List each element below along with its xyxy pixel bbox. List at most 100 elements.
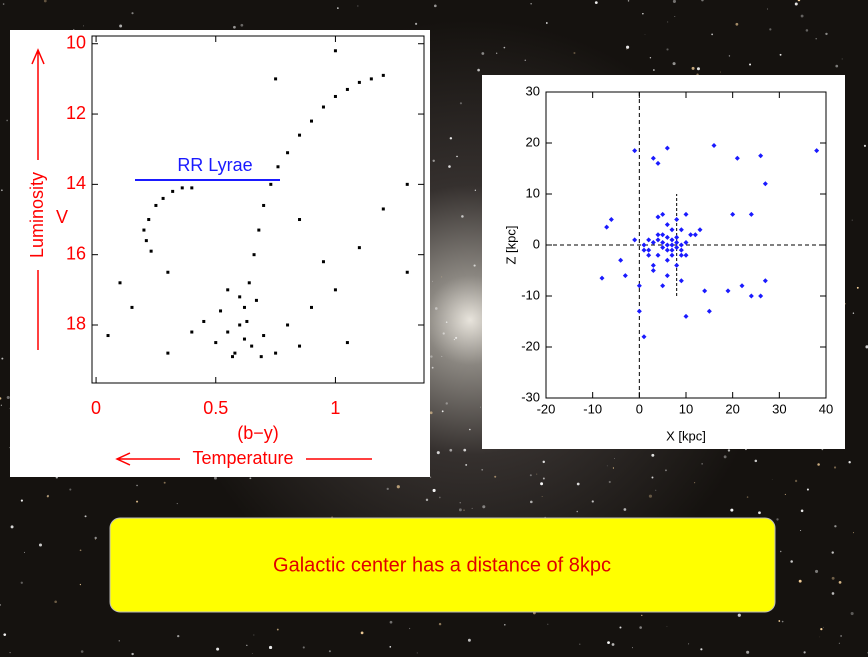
star xyxy=(434,4,437,8)
star xyxy=(494,475,497,478)
point xyxy=(274,77,278,81)
point xyxy=(683,239,689,245)
callout-box xyxy=(109,517,776,613)
point xyxy=(762,278,768,284)
star xyxy=(833,466,837,469)
star xyxy=(233,25,236,29)
point xyxy=(641,334,647,340)
star xyxy=(9,447,10,449)
star xyxy=(758,511,761,515)
star xyxy=(10,525,14,529)
cmd-chart: 0 0.5 1 10 12 14 16 18 (b−y) Temperature Luminosit… xyxy=(27,32,425,468)
star xyxy=(651,476,654,479)
star xyxy=(80,650,84,653)
point xyxy=(655,214,661,220)
lum-arrow xyxy=(31,48,45,350)
point xyxy=(599,275,605,281)
star xyxy=(850,611,854,616)
point xyxy=(641,247,647,253)
y-tick-label: 12 xyxy=(66,103,86,123)
point xyxy=(646,237,652,243)
point xyxy=(149,249,153,253)
point xyxy=(669,247,675,253)
point xyxy=(762,181,768,187)
point xyxy=(674,234,680,240)
star xyxy=(449,137,453,140)
star xyxy=(337,7,339,9)
star xyxy=(1,189,3,192)
star xyxy=(626,48,628,50)
star xyxy=(696,67,700,71)
point xyxy=(730,211,736,217)
star xyxy=(461,215,464,218)
point xyxy=(345,87,349,91)
point xyxy=(608,217,614,222)
point xyxy=(190,330,194,334)
point xyxy=(706,308,712,314)
star xyxy=(838,642,840,644)
star xyxy=(754,459,758,463)
star xyxy=(838,581,842,584)
star xyxy=(547,623,549,625)
star xyxy=(779,53,782,56)
point xyxy=(345,341,349,345)
star xyxy=(856,286,859,289)
star xyxy=(449,448,453,452)
star xyxy=(784,493,786,495)
point xyxy=(758,293,764,299)
point xyxy=(655,232,661,238)
star xyxy=(396,485,400,489)
star xyxy=(805,29,809,32)
star xyxy=(541,496,543,497)
star xyxy=(459,502,461,504)
point xyxy=(298,344,302,348)
star xyxy=(688,643,690,645)
star xyxy=(524,59,526,61)
star xyxy=(817,463,820,466)
star xyxy=(542,477,545,480)
x-tick-label: 0 xyxy=(91,398,101,418)
star xyxy=(767,8,768,10)
point xyxy=(154,203,158,207)
star xyxy=(674,15,676,17)
star xyxy=(249,477,252,480)
point xyxy=(233,351,237,355)
star xyxy=(38,543,42,547)
y-tick-label: 30 xyxy=(526,83,540,98)
x-tick-label: 40 xyxy=(819,401,833,416)
y-tick-label: 16 xyxy=(66,243,86,263)
y-tick-label: -30 xyxy=(521,389,540,404)
point xyxy=(252,253,256,257)
point xyxy=(650,262,656,268)
point xyxy=(357,246,361,250)
point xyxy=(692,232,698,238)
star xyxy=(619,626,622,629)
point xyxy=(683,252,689,258)
point xyxy=(405,182,409,186)
star xyxy=(728,55,731,57)
point xyxy=(286,151,290,155)
point xyxy=(655,252,661,258)
star xyxy=(865,345,868,349)
point xyxy=(664,273,670,279)
star xyxy=(542,460,545,464)
star xyxy=(778,620,781,622)
callout-text: Galactic center has a distance of 8kpc xyxy=(273,554,611,576)
point xyxy=(660,283,666,289)
point xyxy=(219,309,223,313)
point xyxy=(250,344,254,348)
point xyxy=(697,227,703,233)
point xyxy=(161,196,165,200)
star xyxy=(431,366,434,369)
star xyxy=(83,25,84,27)
star xyxy=(439,496,441,499)
point xyxy=(226,330,230,334)
point xyxy=(702,288,708,294)
y-axis-label: Luminosity xyxy=(27,172,47,258)
point xyxy=(678,242,684,248)
point xyxy=(664,222,670,228)
point xyxy=(632,148,638,154)
point xyxy=(641,242,647,248)
